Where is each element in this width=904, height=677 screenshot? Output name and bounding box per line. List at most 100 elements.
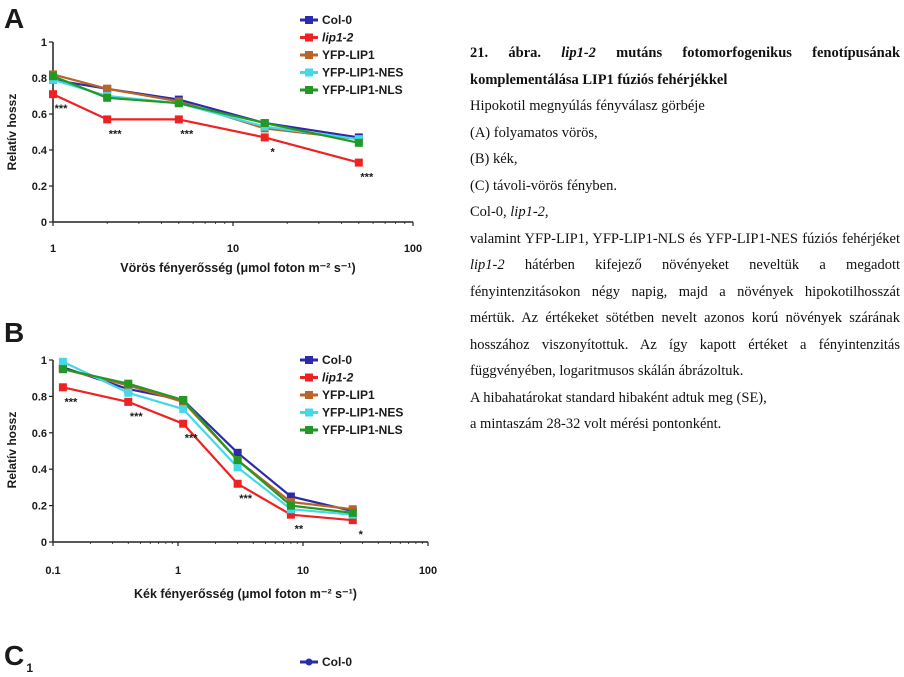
significance-label: *** (180, 128, 194, 140)
panel-letter: A (4, 3, 24, 34)
legend-entry: YFP-LIP1-NLS (322, 423, 403, 437)
data-point (179, 396, 188, 405)
significance-label: * (359, 529, 364, 541)
legend-entry: lip1-2 (322, 371, 354, 385)
significance-label: *** (64, 396, 78, 408)
data-point (174, 99, 183, 108)
caption-line-5-pre: Col-0, (470, 204, 511, 220)
significance-label: *** (239, 493, 253, 505)
data-point (260, 119, 269, 127)
tick-label-y: 1 (41, 37, 47, 49)
data-point (233, 463, 242, 472)
significance-label: ** (295, 524, 304, 536)
significance-label: *** (109, 128, 123, 140)
series-line (62, 360, 353, 516)
significance-label: *** (360, 172, 374, 184)
series-line (62, 366, 353, 513)
legend-marker (305, 391, 313, 399)
caption-figure-number: 21. ábra. (470, 45, 542, 61)
tick-label-y: 0.6 (32, 109, 47, 121)
tick-label-y: 1 (41, 355, 47, 367)
tick-label-y: 0 (41, 217, 47, 229)
tick-label-y: 0.2 (32, 181, 47, 193)
caption-line-1: Hipokotil megnyúlás fényválasz görbéje (470, 98, 705, 114)
legend-marker (305, 658, 313, 666)
legend-entry: Col-0 (322, 13, 352, 27)
caption-line-5-post: , (544, 204, 549, 220)
series-line (62, 368, 353, 511)
significance-label: *** (185, 433, 199, 445)
legend-entry: lip1-2 (322, 31, 354, 45)
legend-entry: YFP-LIP1-NLS (322, 83, 403, 97)
data-point (233, 448, 242, 457)
chart-panel-b: B 0 0.2 0.4 0.6 0.8 1 0.1 1 10 100 Relatív hossz Kék… (4, 317, 437, 601)
legend-entry: YFP-LIP1 (322, 388, 375, 402)
data-point (103, 93, 112, 102)
caption-title-rest: mutáns fotomorfogenikus fenotípusának ko… (470, 45, 901, 88)
legend-marker (305, 86, 313, 94)
data-point (124, 379, 133, 388)
data-point (354, 158, 363, 167)
figure-caption: 21. ábra. lip1-2 mutáns fotomorfogenikus… (470, 40, 900, 438)
tick-label-y: 0.4 (32, 464, 48, 476)
series-line (62, 368, 353, 514)
data-point (124, 397, 133, 406)
legend-marker (305, 16, 313, 24)
caption-line-8: a mintaszám 28-32 volt mérési pontonként… (470, 416, 722, 432)
caption-line-6-gene: lip1-2 (470, 257, 505, 273)
legend-entry: YFP-LIP1-NES (322, 406, 403, 420)
data-point (49, 90, 57, 99)
tick-label-x: 100 (404, 243, 422, 255)
tick-label-x: 10 (297, 565, 309, 577)
data-point (179, 419, 188, 428)
caption-line-3: (B) kék, (470, 151, 518, 167)
legend-marker (305, 408, 313, 417)
series-line (62, 386, 353, 522)
data-point (348, 516, 357, 525)
caption-line-5-gene: lip1-2 (510, 204, 545, 220)
tick-label-y: 0.2 (32, 501, 47, 513)
tick-label-y: 0.6 (32, 428, 47, 440)
series-line (52, 93, 360, 164)
axis-title-y: Relatív hossz (5, 412, 19, 489)
tick-label-x: 1 (175, 565, 181, 577)
tick-label-x: 10 (227, 243, 239, 255)
significance-label: * (271, 146, 276, 158)
legend-marker (305, 373, 313, 382)
tick-label-x: 0.1 (45, 565, 60, 577)
legend-marker (305, 426, 313, 434)
data-point (233, 456, 242, 465)
panel-letter: B (4, 317, 24, 348)
tick-label-y: 0.8 (32, 391, 47, 403)
data-point (58, 357, 67, 366)
data-point (233, 479, 242, 488)
legend-entry: Col-0 (322, 353, 352, 367)
caption-title: 21. ábra. lip1-2 mutáns fotomorfogenikus… (470, 40, 900, 93)
tick-label-y: 0.8 (32, 73, 47, 85)
caption-line-2: (A) folyamatos vörös, (470, 124, 598, 141)
legend-marker (305, 33, 313, 42)
axis-title-x: Vörös fényerősség (μmol foton m⁻² s⁻¹) (120, 261, 355, 275)
data-point (348, 508, 357, 517)
legend-marker (305, 51, 313, 59)
legend-entry: Col-0 (322, 655, 352, 669)
data-point (286, 510, 295, 519)
caption-line-6-pre: valamint YFP-LIP1, YFP-LIP1-NLS és YFP-L… (470, 230, 900, 247)
tick-label-y: 0.4 (32, 145, 48, 157)
data-point (58, 383, 67, 392)
caption-line-5: Col-0, lip1-2, (470, 199, 900, 226)
caption-line-7: A hibahatárokat standard hibaként adtuk … (470, 389, 767, 406)
data-point (58, 365, 67, 374)
data-point (354, 138, 363, 147)
caption-line-6-post: hátérben kifejező növényeket neveltük a … (470, 257, 900, 379)
data-point (286, 501, 295, 510)
data-point (286, 492, 295, 501)
data-point (260, 133, 269, 142)
legend-entry: YFP-LIP1 (322, 48, 375, 62)
tick-label-y: 0 (41, 537, 47, 549)
axis-title-x: Kék fényerősség (μmol foton m⁻² s⁻¹) (134, 587, 357, 601)
tick-label-x: 100 (419, 565, 437, 577)
data-point (179, 405, 188, 414)
data-point (103, 84, 112, 93)
